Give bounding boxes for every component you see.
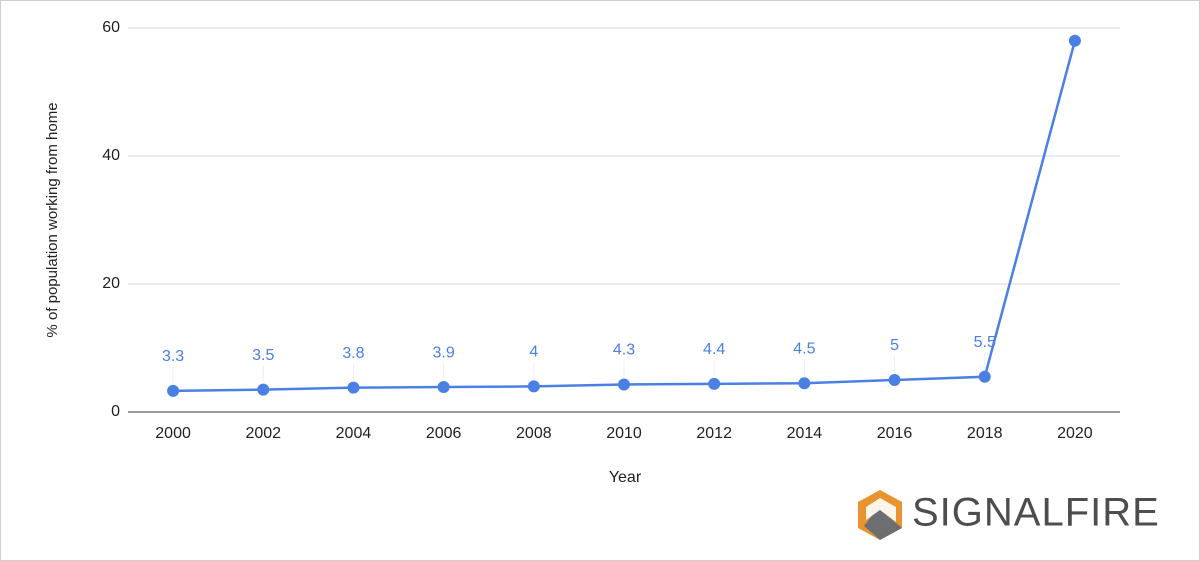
y-tick-label: 40 <box>102 147 120 164</box>
value-label: 3.5 <box>252 347 274 364</box>
value-label: 4.4 <box>703 341 725 358</box>
data-point <box>618 378 630 391</box>
value-label: 3.9 <box>433 344 455 361</box>
value-label: 3.8 <box>342 345 364 362</box>
x-tick-label: 2016 <box>877 425 913 442</box>
data-point <box>708 377 721 390</box>
data-point <box>437 381 450 394</box>
logo-icon <box>858 490 902 540</box>
value-label: 4 <box>529 344 538 361</box>
data-point <box>1068 34 1081 47</box>
logo-mountain <box>864 508 902 540</box>
data-point <box>978 370 991 383</box>
y-axis-label: % of population working from home <box>44 102 61 337</box>
x-tick-label: 2020 <box>1057 425 1093 442</box>
data-point <box>167 384 180 397</box>
data-point <box>888 374 901 386</box>
y-tick-label: 0 <box>111 403 120 420</box>
x-tick-label: 2014 <box>787 425 823 442</box>
x-axis-label: Year <box>609 469 642 486</box>
data-point <box>347 381 360 394</box>
value-label: 4.3 <box>613 342 635 359</box>
y-tick-label: 60 <box>102 19 120 36</box>
x-tick-label: 2012 <box>696 425 732 442</box>
data-point <box>527 380 540 393</box>
value-label: 5 <box>890 337 899 354</box>
logo-inner <box>866 498 896 522</box>
x-tick-label: 2000 <box>155 425 191 442</box>
x-tick-label: 2006 <box>426 425 462 442</box>
x-tick-label: 2002 <box>245 425 281 442</box>
x-tick-label: 2018 <box>967 425 1003 442</box>
x-tick-label: 2008 <box>516 425 552 442</box>
data-point <box>798 377 811 390</box>
value-label: 5.5 <box>974 334 996 351</box>
y-tick-label: 20 <box>102 275 120 292</box>
data-point <box>257 383 270 396</box>
logo-text: SIGNALFIRE <box>912 491 1160 535</box>
value-label: 3.3 <box>162 348 184 365</box>
value-label: 4.5 <box>793 340 815 357</box>
x-tick-label: 2004 <box>336 425 372 442</box>
x-tick-label: 2010 <box>606 425 642 442</box>
